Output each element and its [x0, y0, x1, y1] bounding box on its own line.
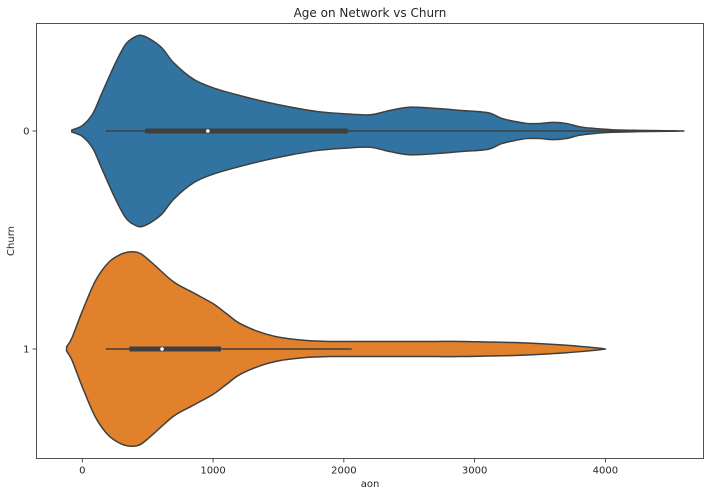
x-tick-label: 4000	[593, 466, 618, 477]
median-marker-1	[160, 347, 164, 351]
iqr-box-0	[145, 128, 348, 134]
x-tick-label: 3000	[462, 466, 487, 477]
chart-title: Age on Network vs Churn	[294, 6, 447, 20]
y-axis-ticks: 01	[23, 127, 37, 356]
x-tick-label: 2000	[331, 466, 356, 477]
x-axis-label: aon	[361, 479, 380, 490]
y-tick-label: 0	[23, 127, 29, 138]
median-marker-0	[206, 129, 210, 133]
x-tick-label: 0	[79, 466, 85, 477]
x-axis-ticks: 0 1000 2000 3000 4000	[79, 458, 618, 477]
y-tick-label: 1	[23, 345, 29, 356]
plot-frame	[36, 23, 704, 459]
box-layer	[105, 128, 678, 352]
x-tick-label: 1000	[200, 466, 225, 477]
iqr-box-1	[129, 346, 221, 352]
y-axis-label: Churn	[6, 226, 17, 256]
